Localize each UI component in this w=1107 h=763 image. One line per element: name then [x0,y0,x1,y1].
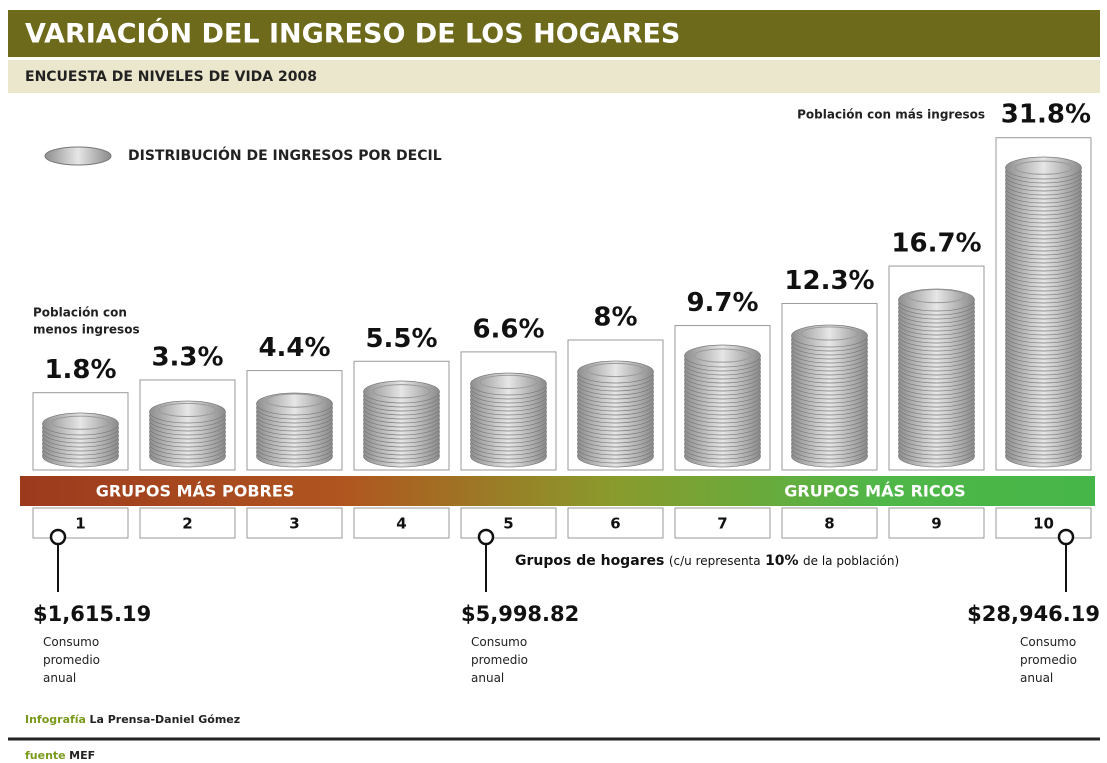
callout-dot [1057,528,1075,546]
source-key: fuente [25,749,66,762]
value-label: 9.7% [686,288,758,318]
coin-stack [791,324,868,468]
value-label: 8% [593,303,637,333]
legend: DISTRIBUCIÓN DE INGRESOS POR DECIL [128,146,442,164]
value-label: 16.7% [891,229,981,259]
x-tick-label: 4 [396,515,406,533]
coin-top [800,326,859,341]
credit-key: Infografía [25,713,86,726]
band-left: GRUPOS MÁS POBRES [96,482,295,501]
value-label: 12.3% [784,266,874,296]
coin-top [372,384,431,399]
coin-top [693,348,752,363]
value-label: 6.6% [472,314,544,344]
category-box [674,507,771,539]
category-box [246,507,343,539]
x-tick-label: 3 [289,515,299,533]
coin-stack [42,412,119,468]
coin [42,412,119,436]
coin [898,288,975,312]
coin-stack [1005,156,1082,468]
coin [577,360,654,384]
coin-top [907,288,966,304]
coin-stack [577,360,654,468]
annotation-high: Población con más ingresos [797,108,985,122]
coin [256,392,333,416]
x-tick-label: 7 [717,515,727,533]
credit-text: La Prensa-Daniel Gómez [89,713,240,726]
x-label-part: 10% [765,553,799,569]
band-right: GRUPOS MÁS RICOS [784,482,965,501]
coin [470,372,547,396]
title-bar [8,10,1100,57]
coin-stack [684,344,761,468]
category-box [567,507,664,539]
title: VARIACIÓN DEL INGRESO DE LOS HOGARES [25,18,680,50]
group-band [20,476,1095,506]
consumption-value: $1,615.19 [33,602,151,626]
coin-stack [898,288,975,468]
value-label: 31.8% [1001,100,1091,130]
subtitle: ENCUESTA DE NIVELES DE VIDA 2008 [25,69,317,85]
callout-dot [477,528,495,546]
x-label-part: Grupos de hogares [515,553,664,569]
legend-icon [44,146,112,166]
coin [791,324,868,348]
value-label: 5.5% [365,324,437,354]
x-tick-label: 10 [1033,515,1054,533]
consumption-value: $5,998.82 [461,602,579,626]
coin-top [51,415,110,430]
x-tick-label: 8 [824,515,834,533]
source: fuente MEF [25,749,95,762]
x-tick-label: 2 [182,515,192,533]
callout-dot [49,528,67,546]
category-box [995,507,1092,539]
x-tick-label: 1 [75,515,85,533]
x-label-part: de la población) [803,554,899,568]
source-text: MEF [69,749,95,762]
x-label: Grupos de hogares (c/u representa 10% de… [515,553,899,569]
consumption-value: $28,946.19 [967,602,1100,626]
credit: Infografía La Prensa-Daniel Gómez [25,713,240,726]
x-tick-label: 5 [503,515,513,533]
category-box [781,507,878,539]
value-label: 3.3% [151,342,223,372]
coin-top [158,402,217,418]
subtitle-bar [8,60,1100,93]
coin-stack [470,372,547,468]
value-label: 1.8% [44,355,116,385]
coin-stack [363,380,440,468]
category-box [139,507,236,539]
value-label: 4.4% [258,333,330,363]
category-box [32,507,129,539]
coin [149,400,226,424]
annotation-low: Población con menos ingresos [33,305,140,336]
x-tick-label: 9 [931,515,941,533]
coin [684,344,761,368]
category-box [460,507,557,539]
x-tick-label: 6 [610,515,620,533]
category-box [888,507,985,539]
consumption-label: Consumo promedio anual [43,635,100,685]
coin-stack [256,392,333,468]
coin-top [1014,160,1073,175]
coin-stack [149,400,226,468]
coin [1005,156,1082,180]
consumption-label: Consumo promedio anual [471,635,528,685]
consumption-label: Consumo promedio anual [1020,635,1077,685]
x-label-part: (c/u representa [669,554,761,568]
coin-top [265,393,324,408]
category-box [353,507,450,539]
coin-top [586,362,645,378]
coin-top [479,374,538,389]
